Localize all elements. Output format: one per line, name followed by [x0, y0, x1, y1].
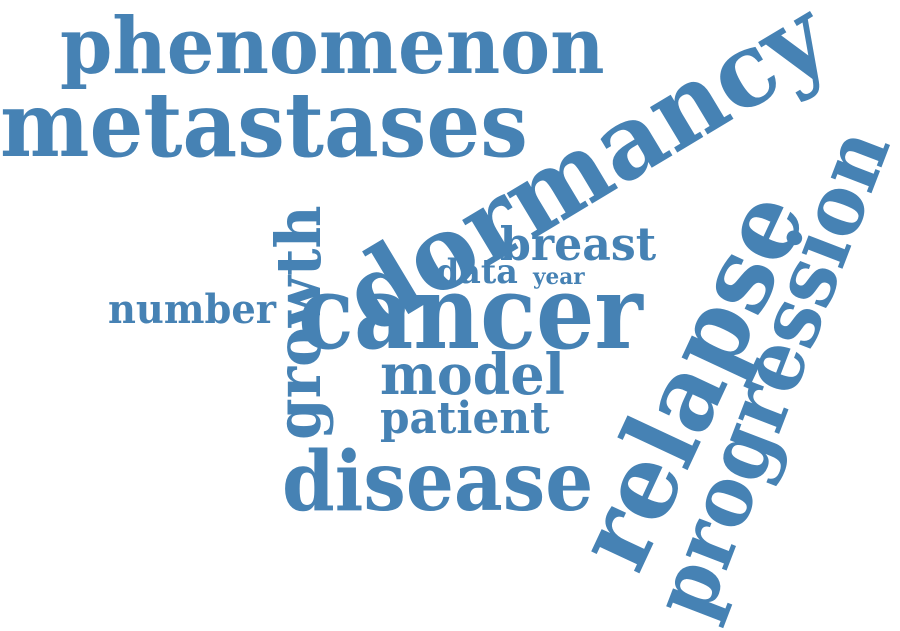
word-data-text: data [436, 252, 518, 292]
word-breast: breast [500, 221, 663, 267]
word-data: data [436, 255, 520, 289]
word-relapse: relapse [552, 173, 900, 631]
word-patient-text: patient [380, 393, 550, 444]
word-metastases-text: metastases [0, 72, 528, 178]
word-year-text: year [533, 264, 585, 290]
word-phenomenon: phenomenon [60, 8, 627, 86]
word-disease: disease [282, 441, 620, 523]
word-breast-text: breast [500, 217, 657, 271]
word-cancer: cancer [298, 262, 681, 364]
word-number: number [108, 290, 283, 330]
word-model: model [380, 347, 573, 403]
word-metastases: metastases [0, 80, 562, 170]
word-year: year [533, 266, 586, 288]
word-patient: patient [380, 397, 557, 441]
word-number-text: number [108, 286, 276, 333]
word-phenomenon-text: phenomenon [60, 1, 605, 92]
word-cancer-text: cancer [298, 253, 643, 373]
word-disease-text: disease [282, 434, 594, 530]
word-model-text: model [380, 342, 565, 408]
